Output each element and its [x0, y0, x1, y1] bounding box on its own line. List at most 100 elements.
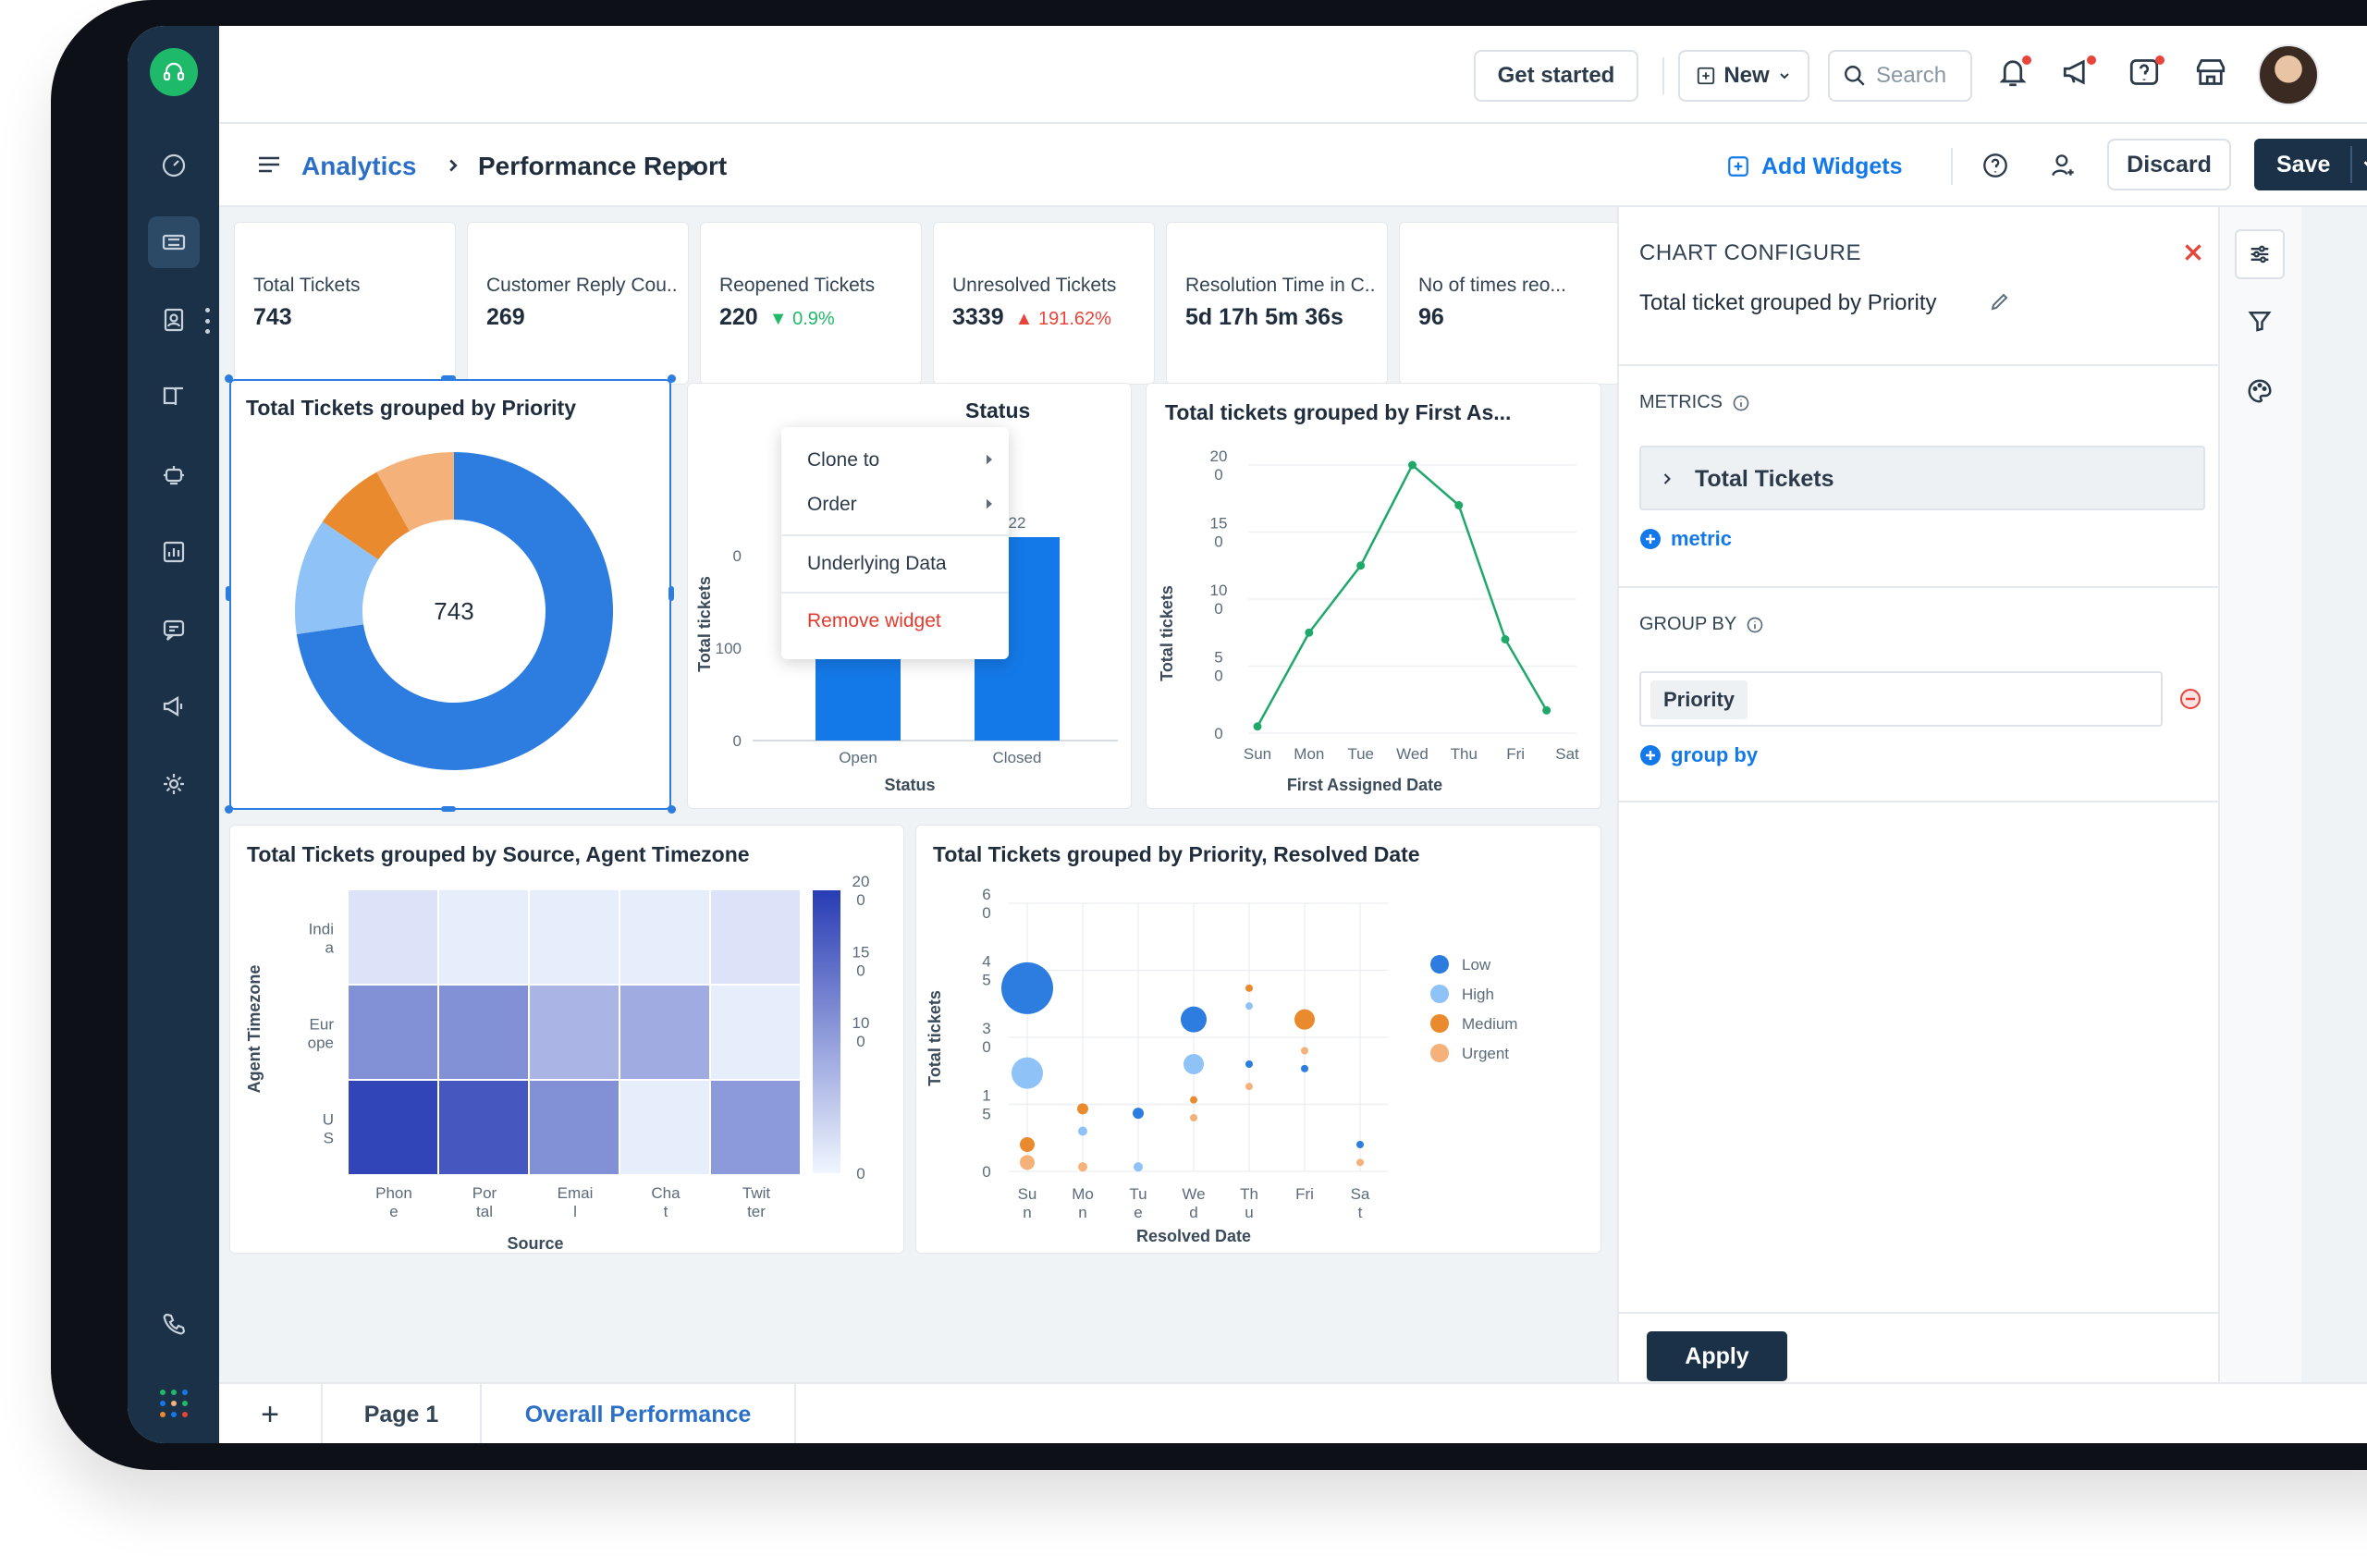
widget-title: Total Tickets grouped by Priority, Resol…	[933, 842, 1420, 866]
save-chevron-down-icon[interactable]	[2360, 154, 2367, 175]
y-tick-label: 3	[982, 1020, 990, 1037]
breadcrumb-analytics[interactable]: Analytics	[301, 152, 417, 180]
scatter-point-high	[1184, 1054, 1204, 1074]
heatmap-cell	[530, 1081, 619, 1174]
hamburger-menu-icon[interactable]	[254, 150, 284, 179]
widget-priority-resolved-scatter[interactable]: Total Tickets grouped by Priority, Resol…	[915, 825, 1601, 1254]
widget-priority-donut[interactable]: Total Tickets grouped by Priority 743	[229, 379, 671, 810]
discard-button[interactable]: Discard	[2107, 139, 2231, 190]
report-header: Analytics Performance Report Add Widgets…	[219, 124, 2367, 207]
group-by-chip[interactable]: Priority	[1650, 680, 1748, 719]
add-group-by-button[interactable]: group by	[1639, 743, 1758, 767]
megaphone-icon[interactable]	[148, 680, 200, 732]
settings-gear-icon[interactable]	[148, 758, 200, 810]
apps-grid-icon[interactable]	[160, 1390, 188, 1417]
y-tick-label: 0	[982, 1038, 990, 1056]
scatter-point-low	[1356, 1141, 1364, 1148]
donut-slice-high	[295, 521, 379, 635]
menu-item-remove-widget[interactable]: Remove widget	[807, 610, 941, 631]
announcement-megaphone-icon[interactable]	[2059, 54, 2102, 96]
analytics-icon[interactable]	[148, 526, 200, 578]
menu-item-order[interactable]: Order	[807, 494, 857, 515]
scale-tick-label: 10	[852, 1014, 870, 1032]
y-tick-label: 15	[1210, 515, 1228, 533]
configure-sliders-icon[interactable]	[2235, 229, 2285, 279]
kpi-card[interactable]: Reopened Tickets 220 ▼ 0.9%	[700, 222, 922, 385]
kpi-value: 96	[1418, 304, 1444, 331]
x-tick-label: Open	[839, 749, 877, 766]
tickets-icon[interactable]	[148, 216, 200, 268]
kpi-label: Reopened Tickets	[719, 275, 876, 296]
x-tick-label: Phon	[375, 1184, 412, 1202]
search-box[interactable]: Search	[1828, 50, 1972, 102]
delta-down-badge: ▼ 0.9%	[768, 309, 835, 329]
marketplace-store-icon[interactable]	[2192, 54, 2235, 96]
group-by-field[interactable]: Priority	[1639, 671, 2163, 727]
kpi-value-text: 269	[486, 304, 525, 330]
help-circle-icon[interactable]	[1980, 150, 2011, 181]
heatmap-cell	[530, 890, 619, 984]
sidebar-more-icon[interactable]	[205, 308, 211, 334]
kpi-card[interactable]: Unresolved Tickets 3339 ▲ 191.62%	[933, 222, 1155, 385]
widget-title: Status	[965, 398, 1031, 423]
apply-button[interactable]: Apply	[1647, 1331, 1787, 1381]
kpi-card[interactable]: Total Tickets 743	[234, 222, 456, 385]
info-icon	[1733, 395, 1749, 410]
chat-icon[interactable]	[148, 604, 200, 655]
metric-item-total-tickets[interactable]: Total Tickets	[1639, 446, 2205, 510]
scale-tick-label: 0	[856, 891, 865, 909]
knowledge-book-icon[interactable]	[148, 371, 200, 423]
report-dropdown-icon[interactable]	[681, 157, 702, 178]
kpi-value: 743	[253, 304, 292, 331]
widget-title: Total tickets grouped by First As...	[1165, 400, 1512, 424]
phone-icon[interactable]	[148, 1298, 200, 1350]
heatmap-cell	[439, 890, 528, 984]
tab-overall-performance[interactable]: Overall Performance	[482, 1384, 796, 1443]
kpi-card[interactable]: No of times reo... 96	[1399, 222, 1621, 385]
menu-item-clone-to[interactable]: Clone to	[807, 449, 880, 471]
line-point	[1253, 722, 1262, 731]
y-tick-label: 4	[982, 953, 990, 971]
x-axis-title: Resolved Date	[1136, 1227, 1251, 1245]
menu-item-underlying-data[interactable]: Underlying Data	[807, 553, 947, 574]
scale-tick-label: 0	[856, 962, 865, 980]
remove-circle-icon[interactable]	[2179, 688, 2201, 710]
notification-bell-icon[interactable]	[1994, 54, 2037, 96]
x-tick-label: Wed	[1396, 745, 1429, 763]
add-metric-button[interactable]: metric	[1639, 527, 1732, 551]
kpi-card[interactable]: Resolution Time in C.. 5d 17h 5m 36s	[1166, 222, 1388, 385]
x-tick-label: Por	[472, 1184, 497, 1202]
robot-icon[interactable]	[148, 448, 200, 500]
contacts-icon[interactable]	[148, 294, 200, 346]
x-tick-label: Su	[1018, 1185, 1037, 1203]
close-icon[interactable]	[2181, 240, 2205, 264]
dashboard-gauge-icon[interactable]	[148, 140, 200, 191]
save-button[interactable]: Save	[2254, 139, 2367, 190]
user-avatar[interactable]	[2258, 44, 2319, 105]
add-page-button[interactable]: +	[219, 1384, 323, 1443]
widget-source-timezone-heatmap[interactable]: Total Tickets grouped by Source, Agent T…	[229, 825, 904, 1254]
x-axis-title: Source	[507, 1234, 563, 1253]
palette-icon[interactable]	[2246, 377, 2274, 405]
donut-slice-medium	[322, 472, 410, 560]
help-question-icon[interactable]	[2126, 54, 2168, 96]
add-widgets-button[interactable]: Add Widgets	[1726, 148, 1903, 185]
tab-page-1[interactable]: Page 1	[323, 1384, 482, 1443]
legend-swatch-medium	[1430, 1014, 1449, 1033]
kpi-card[interactable]: Customer Reply Cou.. 269	[467, 222, 689, 385]
line-point	[1501, 635, 1510, 643]
edit-pencil-icon[interactable]	[1989, 290, 2011, 312]
x-tick-label: Tue	[1347, 745, 1374, 763]
heatmap-cell	[620, 986, 709, 1079]
x-axis-title: First Assigned Date	[1287, 776, 1442, 794]
new-button[interactable]: New	[1678, 50, 1809, 102]
headset-logo-icon[interactable]	[150, 48, 198, 96]
filter-funnel-icon[interactable]	[2246, 307, 2274, 335]
x-tick-label: We	[1182, 1185, 1205, 1203]
get-started-button[interactable]: Get started	[1474, 50, 1638, 102]
line-point	[1305, 628, 1314, 637]
share-user-icon[interactable]	[2048, 150, 2079, 181]
scale-tick-label: 0	[856, 1033, 865, 1050]
